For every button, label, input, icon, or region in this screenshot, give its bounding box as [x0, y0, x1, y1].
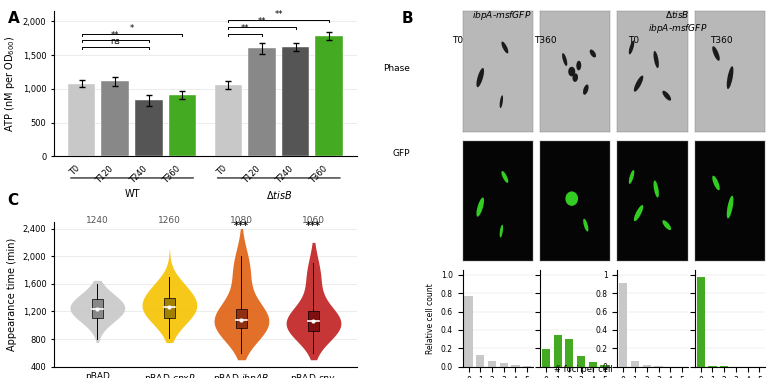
Text: 1260: 1260: [158, 216, 181, 225]
Ellipse shape: [476, 197, 484, 217]
Text: T0: T0: [628, 36, 639, 45]
Ellipse shape: [573, 73, 578, 82]
Text: WT: WT: [124, 189, 140, 199]
Bar: [308, 311, 319, 331]
Text: $ibpA$-$msfGFP$: $ibpA$-$msfGFP$: [472, 9, 531, 22]
Ellipse shape: [628, 170, 635, 184]
Ellipse shape: [502, 171, 509, 183]
Text: 1240: 1240: [86, 216, 109, 225]
Text: ***: ***: [234, 221, 249, 231]
Y-axis label: Appearance time (min): Appearance time (min): [7, 237, 17, 351]
Text: **: **: [274, 11, 283, 19]
Ellipse shape: [577, 61, 581, 70]
Bar: [91, 299, 103, 318]
Bar: [465, 296, 472, 367]
Ellipse shape: [562, 53, 567, 66]
Text: $\Delta$tisB: $\Delta$tisB: [266, 189, 292, 201]
Text: T360: T360: [534, 36, 557, 45]
Text: B: B: [402, 11, 414, 26]
Bar: [476, 355, 485, 367]
Bar: [708, 366, 717, 367]
Text: **: **: [241, 24, 250, 33]
Bar: [565, 339, 574, 367]
Bar: [248, 48, 276, 156]
Ellipse shape: [583, 219, 588, 232]
Text: 1080: 1080: [230, 216, 253, 225]
Ellipse shape: [634, 205, 643, 221]
Text: *: *: [130, 24, 135, 33]
Bar: [499, 363, 508, 367]
Text: **: **: [257, 17, 266, 26]
Y-axis label: Relative cell count: Relative cell count: [426, 283, 435, 354]
Text: **: **: [111, 31, 120, 40]
Bar: [68, 84, 95, 156]
Ellipse shape: [712, 176, 720, 190]
Bar: [589, 362, 597, 367]
Ellipse shape: [662, 91, 671, 101]
Bar: [601, 365, 608, 367]
Ellipse shape: [662, 220, 671, 230]
Bar: [553, 335, 562, 367]
Bar: [488, 361, 496, 367]
Text: 1060: 1060: [302, 216, 325, 225]
Ellipse shape: [727, 196, 734, 218]
Ellipse shape: [727, 66, 734, 89]
Bar: [215, 85, 242, 156]
Text: T360: T360: [710, 36, 733, 45]
Ellipse shape: [628, 40, 635, 54]
Bar: [135, 101, 162, 156]
Bar: [101, 82, 129, 156]
Ellipse shape: [590, 50, 596, 57]
Bar: [655, 366, 662, 367]
Ellipse shape: [653, 180, 659, 198]
Text: GFP: GFP: [392, 149, 410, 158]
Text: $\Delta tisB$
$ibpA$-$msfGFP$: $\Delta tisB$ $ibpA$-$msfGFP$: [648, 9, 707, 35]
Bar: [315, 36, 343, 156]
Ellipse shape: [568, 67, 575, 76]
Bar: [282, 47, 309, 156]
Bar: [236, 309, 247, 328]
Ellipse shape: [712, 46, 720, 61]
Bar: [619, 283, 628, 367]
Y-axis label: ATP (nM per OD$_{600}$): ATP (nM per OD$_{600}$): [3, 36, 17, 132]
Text: T0: T0: [452, 36, 463, 45]
Text: ***: ***: [306, 221, 321, 231]
Text: # foci per cell: # foci per cell: [554, 365, 613, 374]
Bar: [696, 277, 705, 367]
Ellipse shape: [634, 76, 643, 92]
Ellipse shape: [499, 95, 503, 108]
Bar: [164, 297, 175, 318]
Ellipse shape: [653, 51, 659, 68]
Bar: [577, 356, 585, 367]
Bar: [169, 95, 196, 156]
Ellipse shape: [565, 191, 578, 206]
Bar: [631, 361, 639, 367]
Bar: [642, 365, 651, 367]
Ellipse shape: [502, 42, 509, 53]
Text: C: C: [8, 193, 19, 208]
Ellipse shape: [476, 68, 484, 87]
Bar: [511, 365, 519, 367]
Bar: [542, 349, 550, 367]
Bar: [720, 366, 728, 367]
Text: ns: ns: [111, 37, 120, 46]
Bar: [523, 366, 531, 367]
Ellipse shape: [583, 84, 588, 95]
Ellipse shape: [499, 225, 503, 238]
Text: A: A: [8, 11, 19, 26]
Text: Phase: Phase: [383, 64, 410, 73]
